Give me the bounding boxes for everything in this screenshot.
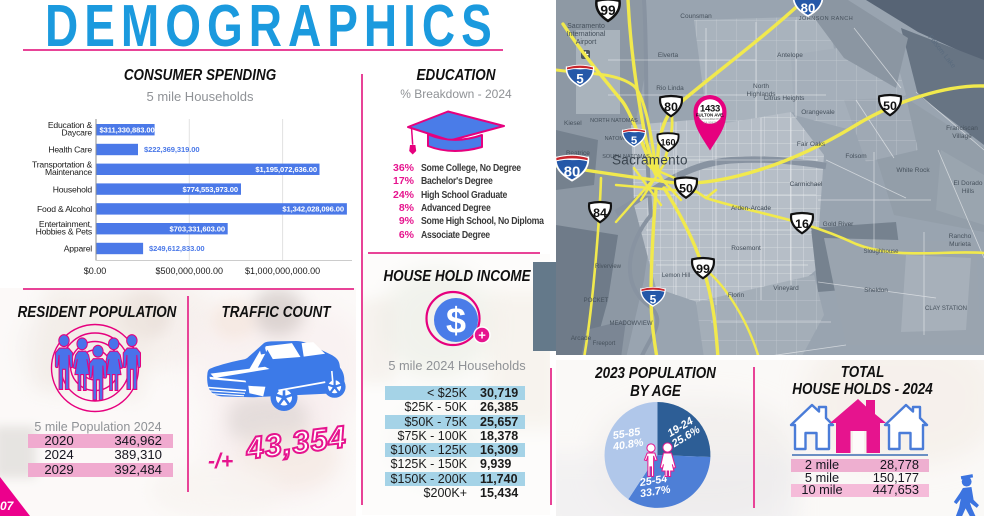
- svg-text:JOHNSON RANCH: JOHNSON RANCH: [799, 16, 853, 22]
- svg-text:$703,331,603.00: $703,331,603.00: [169, 224, 225, 233]
- svg-text:$774,553,973.00: $774,553,973.00: [182, 185, 238, 194]
- svg-text:NORTH NATOMAS: NORTH NATOMAS: [590, 118, 638, 124]
- svg-text:Highlands: Highlands: [747, 91, 777, 98]
- svg-text:Carmichael: Carmichael: [790, 181, 823, 188]
- svg-text:Arden-Arcade: Arden-Arcade: [731, 205, 771, 212]
- svg-text:FULTON AVE.: FULTON AVE.: [696, 113, 724, 118]
- svg-text:50: 50: [679, 181, 693, 195]
- svg-text:40.8%: 40.8%: [611, 437, 644, 454]
- svg-text:Franciscan: Franciscan: [946, 125, 978, 132]
- svg-text:+: +: [478, 328, 486, 343]
- svg-text:White Rock: White Rock: [896, 167, 930, 174]
- svg-text:50: 50: [883, 99, 897, 113]
- svg-text:$222,369,319.00: $222,369,319.00: [144, 145, 200, 154]
- svg-text:55-85: 55-85: [612, 426, 642, 442]
- svg-text:Florin: Florin: [728, 292, 745, 299]
- svg-text:Freeport: Freeport: [593, 341, 616, 347]
- svg-text:POCKET: POCKET: [584, 298, 609, 304]
- svg-text:MEADOWVIEW: MEADOWVIEW: [610, 321, 653, 327]
- svg-text:Hobbies & Pets: Hobbies & Pets: [36, 226, 92, 236]
- svg-text:Hills: Hills: [962, 188, 975, 195]
- svg-text:Household: Household: [53, 184, 93, 194]
- svg-text:Transportation &: Transportation &: [32, 160, 92, 170]
- svg-text:Arcade: Arcade: [571, 335, 592, 342]
- svg-text:Sacramento: Sacramento: [612, 153, 688, 168]
- svg-text:Daycare: Daycare: [61, 127, 92, 137]
- svg-text:Gold River: Gold River: [823, 221, 855, 228]
- svg-text:80: 80: [801, 0, 816, 15]
- svg-text:Murieta: Murieta: [949, 241, 971, 248]
- svg-text:Lemon Hill: Lemon Hill: [662, 273, 690, 279]
- svg-text:$249,612,833.00: $249,612,833.00: [149, 244, 205, 253]
- svg-text:Beatrice: Beatrice: [566, 150, 590, 157]
- svg-text:SOUTH NATOMAS: SOUTH NATOMAS: [602, 154, 650, 160]
- svg-text:Apparel: Apparel: [64, 244, 93, 254]
- svg-text:Village: Village: [952, 133, 972, 140]
- svg-text:Folsom: Folsom: [845, 153, 866, 160]
- svg-text:Orangevale: Orangevale: [801, 109, 835, 116]
- svg-text:$311,330,883.00: $311,330,883.00: [100, 125, 155, 134]
- svg-text:Kiesel: Kiesel: [564, 120, 582, 127]
- svg-text:Food & Alcohol: Food & Alcohol: [37, 204, 92, 214]
- svg-text:Fair Oaks: Fair Oaks: [797, 141, 826, 148]
- svg-text:16: 16: [795, 217, 809, 231]
- svg-text:80: 80: [564, 164, 581, 180]
- svg-text:NATOMAS: NATOMAS: [605, 136, 632, 142]
- svg-text:Airport: Airport: [576, 39, 597, 46]
- svg-text:International: International: [567, 31, 606, 38]
- svg-text:CA 95825: CA 95825: [703, 120, 717, 124]
- svg-text:Riverview: Riverview: [595, 264, 622, 270]
- svg-text:Entertainment,: Entertainment,: [39, 219, 92, 229]
- svg-text:Maintenance: Maintenance: [45, 167, 92, 177]
- svg-text:5: 5: [576, 71, 584, 86]
- svg-text:North: North: [753, 83, 769, 90]
- svg-text:Rosemont: Rosemont: [731, 245, 761, 252]
- svg-text:1433: 1433: [700, 104, 720, 115]
- svg-text:$1,000,000,000.00: $1,000,000,000.00: [245, 266, 320, 276]
- svg-text:Counsman: Counsman: [680, 13, 712, 20]
- svg-text:5: 5: [631, 135, 638, 147]
- svg-text:84: 84: [593, 206, 607, 220]
- svg-text:99: 99: [696, 262, 710, 276]
- svg-text:$: $: [446, 300, 466, 341]
- svg-text:Sacramento: Sacramento: [567, 23, 605, 30]
- svg-text:CLAY STATION: CLAY STATION: [925, 306, 967, 312]
- svg-text:33.7%: 33.7%: [639, 484, 672, 501]
- svg-text:$500,000,000.00: $500,000,000.00: [156, 266, 224, 276]
- svg-text:Rio Linda: Rio Linda: [656, 85, 684, 92]
- svg-text:Vineyard: Vineyard: [773, 285, 799, 292]
- svg-text:Elverta: Elverta: [658, 52, 679, 59]
- svg-text:Rancho: Rancho: [949, 233, 972, 240]
- svg-text:$0.00: $0.00: [84, 266, 107, 276]
- svg-text:SACRAMENTO: SACRAMENTO: [699, 117, 721, 121]
- svg-text:El Dorado: El Dorado: [954, 180, 983, 187]
- svg-text:160: 160: [660, 138, 675, 148]
- svg-text:Sloughhouse: Sloughhouse: [863, 249, 899, 255]
- svg-text:Health Care: Health Care: [48, 145, 92, 155]
- svg-text:Antelope: Antelope: [777, 52, 803, 59]
- svg-text:$1,195,072,636.00: $1,195,072,636.00: [255, 165, 317, 174]
- svg-text:80: 80: [664, 100, 678, 114]
- svg-text:Sheldon: Sheldon: [864, 287, 888, 294]
- svg-text:Citrus Heights: Citrus Heights: [764, 95, 806, 102]
- svg-text:25-54: 25-54: [638, 473, 668, 489]
- svg-text:99: 99: [600, 3, 616, 18]
- svg-text:$1,342,028,096.00: $1,342,028,096.00: [282, 205, 344, 214]
- svg-text:Education &: Education &: [48, 120, 93, 130]
- svg-text:5: 5: [650, 293, 657, 307]
